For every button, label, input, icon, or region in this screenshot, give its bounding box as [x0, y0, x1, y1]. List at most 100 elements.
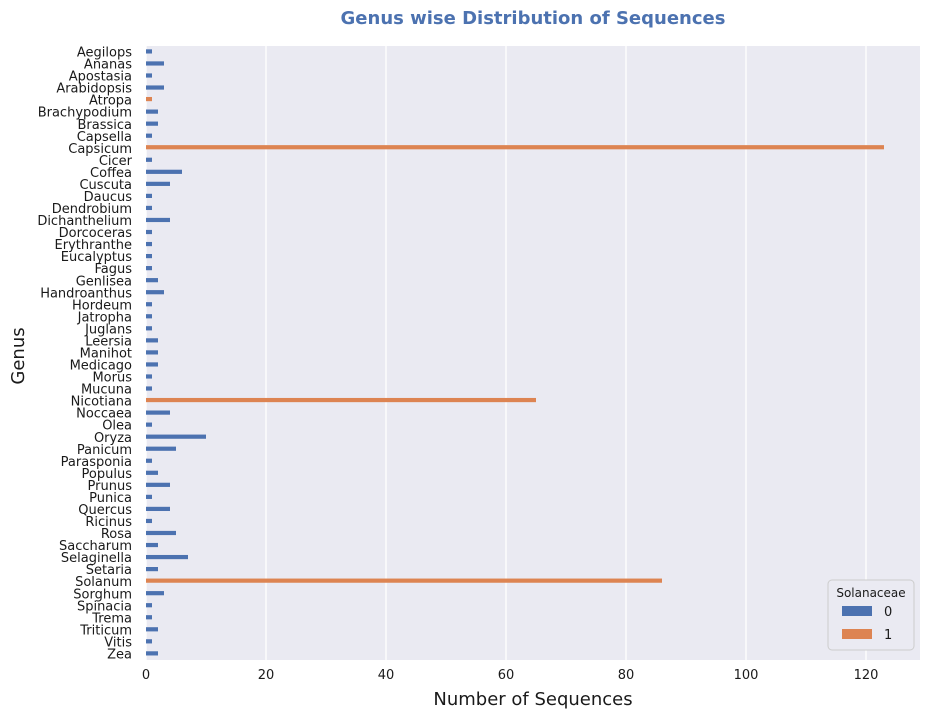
bar-juglans-series-0 — [146, 326, 152, 331]
y-tick-label-triticum: Triticum — [79, 623, 132, 638]
bar-atropa-series-1 — [146, 96, 152, 102]
y-tick-label-dendrobium: Dendrobium — [52, 202, 132, 217]
y-tick-label-prunus: Prunus — [88, 479, 133, 494]
bar-populus-series-0 — [146, 470, 158, 475]
y-tick-label-coffea: Coffea — [90, 166, 132, 181]
bar-vitis-series-0 — [146, 639, 152, 644]
y-tick-label-punica: Punica — [89, 491, 132, 506]
x-tick-label: 20 — [258, 668, 275, 683]
y-tick-label-juglans: Juglans — [84, 322, 132, 337]
y-tick-label-quercus: Quercus — [78, 503, 132, 518]
bar-fagus-series-0 — [146, 266, 152, 271]
y-tick-label-genlisea: Genlisea — [76, 274, 132, 289]
bar-cicer-series-0 — [146, 157, 152, 162]
bar-mucuna-series-0 — [146, 386, 152, 391]
bar-apostasia-series-0 — [146, 73, 152, 78]
bar-prunus-series-0 — [146, 482, 170, 487]
bar-leersia-series-0 — [146, 338, 158, 343]
bar-brassica-series-0 — [146, 121, 158, 126]
bar-handroanthus-series-0 — [146, 290, 164, 295]
bar-zea-series-0 — [146, 651, 158, 656]
bar-manihot-series-0 — [146, 350, 158, 355]
x-tick-label: 100 — [734, 668, 759, 683]
bar-solanum-series-1 — [146, 578, 662, 583]
x-tick-label: 60 — [498, 668, 515, 683]
y-tick-labels: AegilopsAnanasApostasiaArabidopsisAtropa… — [37, 46, 132, 663]
bar-erythranthe-series-0 — [146, 241, 152, 247]
y-tick-label-atropa: Atropa — [89, 94, 132, 109]
bar-brachypodium-series-0 — [146, 109, 158, 114]
y-tick-label-jatropha: Jatropha — [77, 310, 132, 325]
y-tick-label-solanum: Solanum — [75, 575, 132, 590]
x-tick-label: 0 — [142, 668, 150, 683]
y-tick-label-arabidopsis: Arabidopsis — [56, 82, 132, 97]
bar-capsicum-series-1 — [146, 145, 884, 150]
y-tick-label-morus: Morus — [92, 371, 132, 386]
y-tick-label-medicago: Medicago — [70, 359, 132, 374]
y-tick-label-mucuna: Mucuna — [81, 383, 132, 398]
y-tick-label-sorghum: Sorghum — [73, 587, 132, 602]
bar-quercus-series-0 — [146, 506, 170, 512]
plot-area — [146, 46, 920, 660]
y-tick-label-olea: Olea — [102, 419, 132, 434]
bar-selaginella-series-0 — [146, 554, 188, 560]
x-tick-labels: 0 20 40 60 80 100 120 — [142, 668, 879, 683]
y-tick-label-handroanthus: Handroanthus — [40, 286, 132, 301]
legend-swatch-1 — [842, 629, 872, 639]
y-tick-label-cuscuta: Cuscuta — [79, 178, 132, 193]
y-tick-label-leersia: Leersia — [85, 334, 132, 349]
y-tick-label-apostasia: Apostasia — [69, 70, 132, 85]
bar-dorcoceras-series-0 — [146, 229, 152, 235]
y-tick-label-brachypodium: Brachypodium — [38, 106, 132, 121]
y-tick-label-spinacia: Spinacia — [77, 599, 132, 614]
bars — [146, 49, 884, 656]
y-tick-label-zea: Zea — [107, 647, 132, 662]
y-axis-label: Genus — [8, 327, 29, 384]
bar-spinacia-series-0 — [146, 603, 152, 608]
y-tick-label-capsella: Capsella — [77, 130, 132, 145]
y-tick-label-dorcoceras: Dorcoceras — [59, 226, 133, 241]
y-tick-label-dichanthelium: Dichanthelium — [37, 214, 132, 229]
bar-trema-series-0 — [146, 615, 152, 620]
bar-ananas-series-0 — [146, 61, 164, 66]
y-tick-label-daucus: Daucus — [84, 190, 133, 205]
bar-capsella-series-0 — [146, 133, 152, 138]
y-tick-label-setaria: Setaria — [86, 563, 132, 578]
bar-daucus-series-0 — [146, 193, 152, 198]
y-tick-label-oryza: Oryza — [94, 431, 132, 446]
bar-olea-series-0 — [146, 422, 152, 427]
bar-parasponia-series-0 — [146, 458, 152, 463]
legend-swatch-0 — [842, 606, 872, 616]
y-tick-label-rosa: Rosa — [101, 527, 132, 542]
bar-oryza-series-0 — [146, 434, 206, 439]
x-tick-label: 120 — [854, 668, 879, 683]
bar-sorghum-series-0 — [146, 591, 164, 596]
bar-aegilops-series-0 — [146, 49, 152, 54]
bar-saccharum-series-0 — [146, 542, 158, 548]
bar-triticum-series-0 — [146, 627, 158, 632]
bar-panicum-series-0 — [146, 446, 176, 451]
bar-ricinus-series-0 — [146, 518, 152, 524]
y-tick-label-hordeum: Hordeum — [72, 298, 132, 313]
bar-rosa-series-0 — [146, 530, 176, 536]
legend-label-0: 0 — [884, 605, 892, 620]
y-tick-label-ananas: Ananas — [84, 58, 132, 73]
bar-medicago-series-0 — [146, 362, 158, 367]
bar-dendrobium-series-0 — [146, 205, 152, 211]
y-tick-label-erythranthe: Erythranthe — [55, 238, 132, 253]
bar-hordeum-series-0 — [146, 302, 152, 307]
chart-title: Genus wise Distribution of Sequences — [341, 8, 726, 29]
y-tick-label-fagus: Fagus — [94, 262, 132, 277]
y-tick-label-vitis: Vitis — [104, 635, 132, 650]
y-tick-label-manihot: Manihot — [80, 347, 132, 362]
bar-arabidopsis-series-0 — [146, 85, 164, 90]
y-tick-label-saccharum: Saccharum — [59, 539, 132, 554]
bar-dichanthelium-series-0 — [146, 217, 170, 223]
bar-nicotiana-series-1 — [146, 397, 536, 403]
bar-setaria-series-0 — [146, 567, 158, 572]
y-tick-label-eucalyptus: Eucalyptus — [61, 250, 132, 265]
legend: Solanaceae 0 1 — [827, 579, 915, 651]
y-tick-label-nicotiana: Nicotiana — [71, 395, 132, 410]
bar-jatropha-series-0 — [146, 314, 152, 319]
